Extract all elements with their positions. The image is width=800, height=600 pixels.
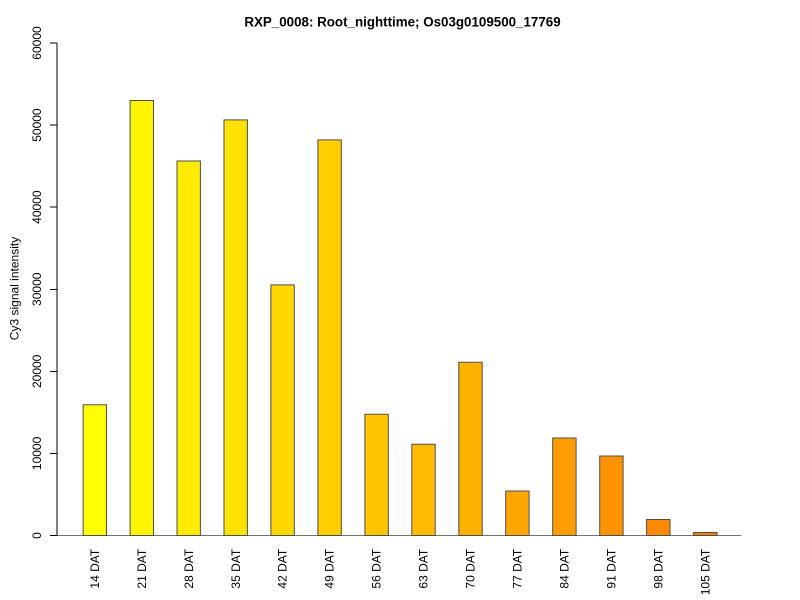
svg-text:91 DAT: 91 DAT xyxy=(605,548,619,588)
svg-text:56 DAT: 56 DAT xyxy=(370,548,384,588)
svg-text:28 DAT: 28 DAT xyxy=(182,548,196,588)
svg-text:63 DAT: 63 DAT xyxy=(417,548,431,588)
svg-text:35 DAT: 35 DAT xyxy=(229,548,243,588)
svg-text:50000: 50000 xyxy=(30,108,44,142)
svg-text:49 DAT: 49 DAT xyxy=(323,548,337,588)
svg-text:105 DAT: 105 DAT xyxy=(698,548,712,595)
svg-text:60000: 60000 xyxy=(30,26,44,60)
svg-text:10000: 10000 xyxy=(30,436,44,470)
svg-text:84 DAT: 84 DAT xyxy=(558,548,572,588)
svg-text:30000: 30000 xyxy=(30,272,44,306)
svg-text:0: 0 xyxy=(30,532,44,539)
svg-text:40000: 40000 xyxy=(30,190,44,224)
svg-text:70 DAT: 70 DAT xyxy=(464,548,478,588)
svg-text:21 DAT: 21 DAT xyxy=(135,548,149,588)
svg-text:Cy3 signal intensity: Cy3 signal intensity xyxy=(8,237,22,340)
svg-text:98 DAT: 98 DAT xyxy=(651,548,665,588)
svg-text:RXP_0008: Root_nighttime; Os03: RXP_0008: Root_nighttime; Os03g0109500_1… xyxy=(244,14,560,29)
svg-text:20000: 20000 xyxy=(30,354,44,388)
svg-text:77 DAT: 77 DAT xyxy=(511,548,525,588)
svg-text:42 DAT: 42 DAT xyxy=(276,548,290,588)
svg-text:14 DAT: 14 DAT xyxy=(88,548,102,588)
